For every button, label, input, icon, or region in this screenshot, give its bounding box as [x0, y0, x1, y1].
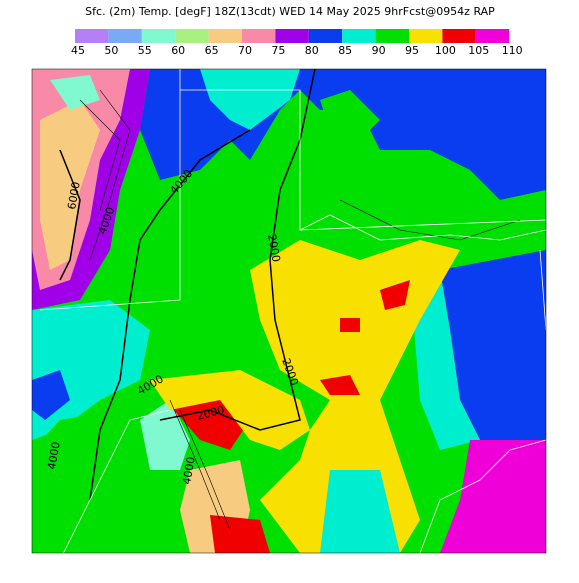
colorbar-label: 70: [238, 44, 252, 57]
colorbar-label: 80: [305, 44, 319, 57]
colorbar-label: 75: [271, 44, 285, 57]
color-swatch: [208, 29, 242, 43]
color-swatch: [308, 29, 343, 43]
color-swatch: [409, 29, 443, 43]
color-swatch: [375, 29, 409, 43]
color-swatch: [342, 29, 376, 43]
colorbar-label: 95: [405, 44, 419, 57]
contour-label: 4000: [45, 441, 63, 471]
colorbar-label: 105: [468, 44, 489, 57]
contour-label: 4000: [180, 456, 198, 486]
colorbar-label: 100: [435, 44, 456, 57]
colorbar: 45 50 55 60 65 70 75 80 85 90 95 100 105 110: [71, 29, 523, 57]
colorbar-label: 110: [502, 44, 523, 57]
colorbar-label: 45: [71, 44, 85, 57]
contour-label: 2000: [265, 233, 283, 263]
color-swatch: [141, 29, 176, 43]
colorbar-label: 55: [138, 44, 152, 57]
map: 6000 4000 4000 2000 2000 4000 2000 4000 …: [31, 68, 547, 554]
colorbar-label: 50: [104, 44, 118, 57]
colorbar-label: 60: [171, 44, 185, 57]
colorbar-label: 65: [205, 44, 219, 57]
color-swatch: [242, 29, 276, 43]
color-swatch: [475, 29, 510, 43]
colorbar-label: 90: [372, 44, 386, 57]
color-swatch: [275, 29, 309, 43]
colorbar-label: 85: [338, 44, 352, 57]
color-swatch: [75, 29, 109, 43]
color-swatch: [175, 29, 209, 43]
title: Sfc. (2m) Temp. [degF] 18Z(13cdt) WED 14…: [85, 5, 495, 18]
contour-label: 6000: [65, 181, 83, 211]
color-swatch: [442, 29, 476, 43]
color-swatch: [108, 29, 142, 43]
